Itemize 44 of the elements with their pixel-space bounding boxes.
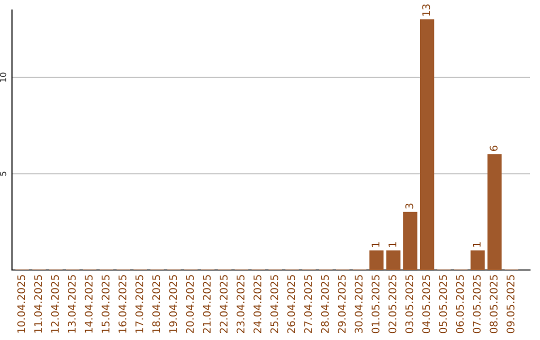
x-tick-label: 02.05.2025: [388, 275, 396, 334]
x-tick-label: 30.04.2025: [354, 275, 363, 334]
x-tick-label: 04.05.2025: [422, 275, 430, 334]
x-tick-label: 14.04.2025: [84, 275, 93, 333]
x-tick-label: 11.04.2025: [34, 275, 42, 333]
x-tick-label: 08.05.2025: [490, 275, 498, 334]
x-tick-label: 12.04.2025: [51, 275, 59, 333]
x-tick-label: 10.04.2025: [17, 275, 26, 333]
x-tick-label: 28.04.2025: [320, 275, 329, 334]
data-label: 1: [388, 242, 396, 247]
x-tick-label: 22.04.2025: [220, 275, 228, 334]
x-tick-label: 01.05.2025: [372, 275, 380, 334]
bar: [470, 250, 485, 270]
bar: [403, 212, 418, 270]
x-tick-label: 29.04.2025: [338, 275, 346, 334]
x-tick-label: 21.04.2025: [202, 275, 211, 334]
bar: [487, 154, 502, 270]
y-tick-label: 5: [0, 172, 6, 176]
x-tick-label: 06.05.2025: [456, 275, 464, 334]
data-label: 1: [372, 242, 380, 247]
x-tick-label: 03.05.2025: [405, 275, 414, 334]
x-tick-label: 27.04.2025: [304, 275, 312, 334]
x-tick-label: 20.04.2025: [186, 275, 194, 334]
x-tick-label: 15.04.2025: [102, 275, 110, 333]
x-tick-label: 09.05.2025: [506, 275, 514, 334]
x-tick-label: 17.04.2025: [135, 275, 144, 333]
x-tick-label: 18.04.2025: [152, 275, 160, 333]
x-tick-label: 25.04.2025: [270, 275, 278, 334]
y-tick-label: 10: [0, 72, 6, 82]
data-label: 6: [490, 146, 498, 151]
x-tick-label: 26.04.2025: [287, 275, 296, 334]
x-tick-label: 13.04.2025: [68, 275, 76, 333]
x-tick-label: 24.04.2025: [253, 275, 262, 334]
x-tick-label: 23.04.2025: [236, 275, 244, 334]
bar: [420, 19, 434, 270]
bar: [386, 250, 400, 270]
data-label: 1: [472, 242, 481, 247]
x-tick-label: 16.04.2025: [118, 275, 126, 333]
x-tick-label: 05.05.2025: [439, 275, 447, 334]
x-tick-label: 07.05.2025: [472, 275, 481, 334]
data-label: 13: [422, 4, 430, 16]
data-label: 3: [405, 204, 414, 209]
x-tick-label: 19.04.2025: [169, 275, 178, 333]
bar: [369, 250, 384, 270]
